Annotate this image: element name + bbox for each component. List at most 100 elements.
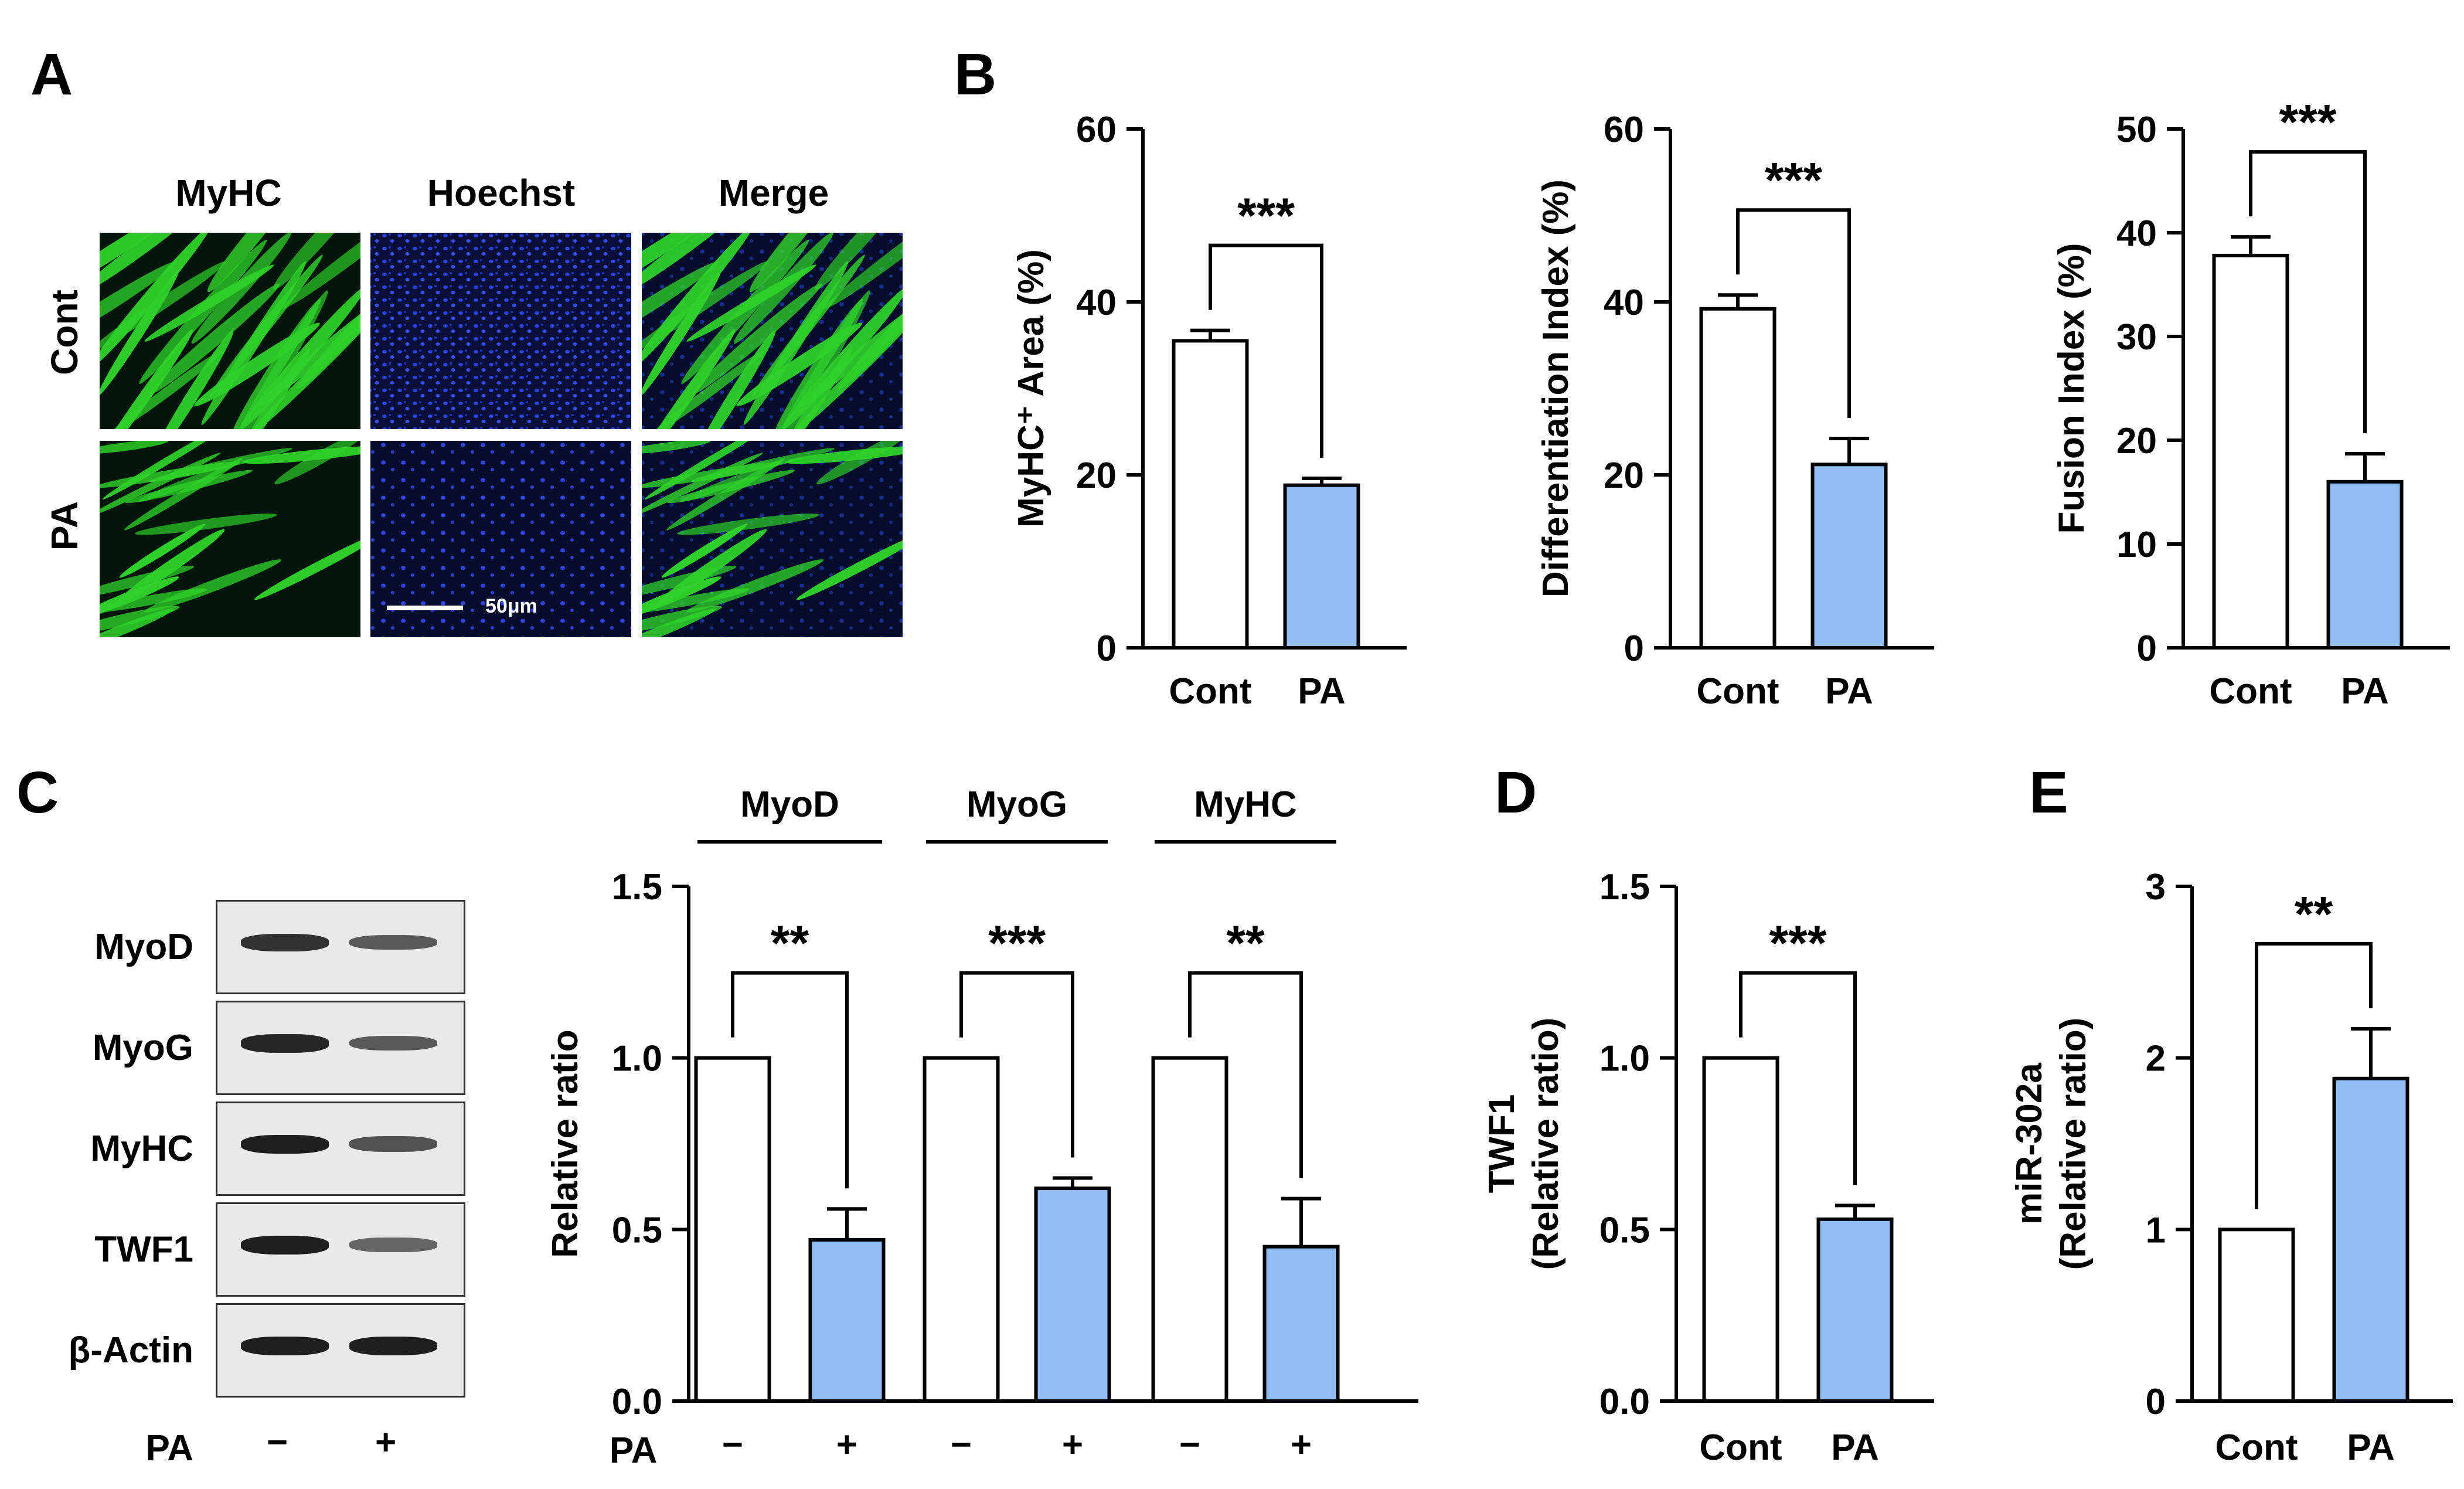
blot-label-0: MyoD [94,927,193,967]
blot-band [241,1034,329,1053]
y-tick-label: 0 [1624,628,1644,669]
x-category-label: Cont [2215,1427,2298,1468]
blot-band [241,933,329,951]
bar [1172,339,1249,650]
y-tick-label: 0.0 [1599,1382,1650,1422]
significance-label: *** [1769,916,1826,971]
bar [1034,1187,1111,1403]
bar [1699,307,1776,650]
chart-b2: 0 20 40 60 Differentiation Index (%) *** Cont P… [1536,110,1934,712]
blot-band [349,934,437,950]
micrograph-panel: MyHC Hoechst Merge Cont PA 50μm [0,0,938,657]
blot-label-2: MyHC [90,1128,193,1169]
x-category-label: Cont [1696,671,1779,712]
x-treatment-label: PA [610,1430,658,1471]
micrograph-tile-hoechst-pa [370,441,631,637]
y-tick-label: 50 [2116,110,2157,150]
significance-bracket [2249,150,2367,434]
micrograph-tile-myhc-pa [100,441,360,637]
significance-bracket [1739,971,1857,1185]
blot-label-3: TWF1 [94,1229,193,1270]
y-axis-label: Differentiation Index (%) [1536,179,1576,597]
blot-band [241,1135,329,1154]
x-lane-label: + [1062,1425,1083,1465]
scale-bar-label: 50μm [485,595,537,617]
significance-label: *** [988,916,1046,971]
y-axis-label: TWF1 [1482,1094,1522,1194]
chart-e: 0 1 2 3 miR-302a (Relative ratio) ** Cont PA [2009,867,2453,1468]
chart-b3: 0 10 20 30 40 50 Fusion Index (%) *** Cont PA [2051,94,2450,712]
y-axis-label: miR-302a [2009,1063,2050,1225]
y-tick-label: 20 [1604,455,1644,496]
panel-label-b: B [954,42,997,107]
group-label: MyHC [1194,784,1297,825]
scale-bar [387,606,463,610]
significance-label: ** [1226,916,1265,971]
blot-lane-minus: − [267,1422,288,1463]
blot-strip-0 [216,900,465,994]
blot-strip-3 [216,1202,465,1297]
blot-band [349,1337,437,1355]
bar [808,1238,886,1403]
blot-strip-1 [216,1001,465,1095]
micrograph-grid [100,233,903,637]
x-lane-label: − [951,1425,972,1465]
y-axis-label: Fusion Index (%) [2051,243,2092,534]
y-tick-label: 60 [1604,110,1644,150]
micrograph-tile-myhc-cont [100,233,360,429]
y-tick-label: 40 [1076,283,1117,323]
bar [923,1056,1000,1403]
x-category-label: PA [2341,671,2389,712]
x-lane-label: − [722,1425,743,1465]
y-tick-label: 10 [2116,525,2157,565]
panel-label-e: E [2029,760,2068,825]
group-label: MyoG [966,784,1067,825]
x-category-label: Cont [2209,671,2292,712]
blot-band [349,1035,437,1051]
y-tick-label: 20 [1076,455,1117,496]
y-axis-label: (Relative ratio) [2053,1018,2094,1270]
y-tick-label: 1.5 [1599,867,1650,907]
bar [1283,483,1360,650]
x-category-label: PA [1298,671,1346,712]
group-label: MyoD [740,784,839,825]
bar [2218,1228,2295,1403]
y-tick-label: 0.0 [612,1382,662,1422]
x-category-label: PA [1831,1427,1879,1468]
panel-label-a: A [30,42,73,107]
micrograph-column-merge: Merge [718,172,829,214]
y-axis-label: MyHC⁺ Area (%) [1011,249,1051,528]
y-tick-label: 30 [2116,317,2157,358]
blot-band [241,1236,329,1255]
y-tick-label: 1 [2146,1210,2166,1250]
significance-label: *** [1765,152,1822,208]
y-tick-label: 3 [2146,867,2166,907]
x-lane-label: + [836,1425,857,1465]
y-tick-label: 0.5 [1599,1210,1650,1250]
y-tick-label: 0 [2146,1382,2166,1422]
bar [1262,1245,1340,1403]
micrograph-tile-merge-pa [642,441,903,637]
bar [2212,253,2289,650]
blot-label-4: β-Actin [68,1330,194,1371]
y-tick-label: 0 [2137,628,2157,669]
significance-bracket [2255,941,2373,1209]
bar [694,1056,771,1403]
y-tick-label: 1.5 [612,867,662,907]
y-tick-label: 1.0 [612,1039,662,1079]
blot-label-1: MyoG [92,1028,193,1068]
significance-label: *** [1237,188,1295,243]
x-lane-label: − [1179,1425,1200,1465]
bar [1816,1217,1894,1403]
y-tick-label: 2 [2146,1039,2166,1079]
x-category-label: PA [1825,671,1873,712]
significance-label: *** [2279,94,2336,149]
y-axis-label: (Relative ratio) [1526,1018,1566,1270]
micrograph-column-hoechst: Hoechst [427,172,576,214]
significance-label: ** [771,916,809,971]
panel-label-d: D [1495,760,1537,825]
significance-bracket [1209,243,1323,458]
bar [1810,463,1888,650]
